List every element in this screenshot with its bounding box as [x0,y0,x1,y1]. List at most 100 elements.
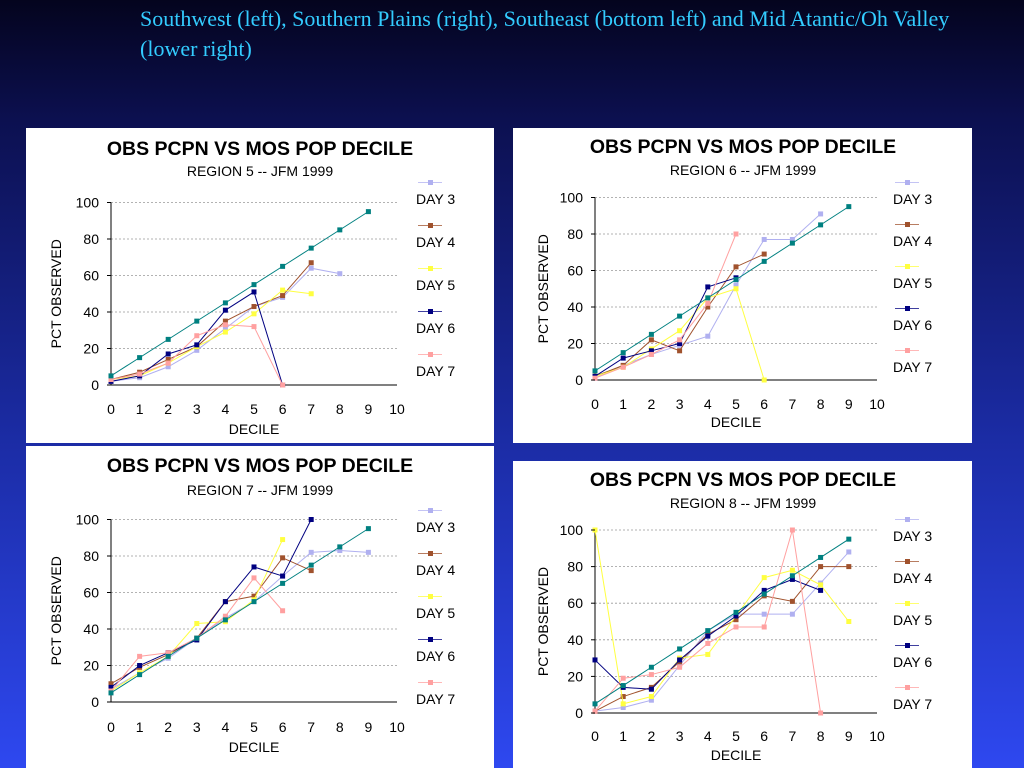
x-tick-label: 3 [193,719,201,735]
y-tick-label: 20 [83,341,99,357]
y-tick-label: 0 [91,377,99,393]
y-axis-label: PCT OBSERVED [48,239,64,348]
x-tick-label: 10 [389,719,405,735]
reference-diagonal-point [108,373,114,379]
x-axis-label: DECILE [229,421,280,437]
series-day3-point [222,325,228,331]
y-tick-label: 100 [560,190,584,206]
reference-diagonal-point [137,355,143,361]
series-day6-point [222,599,228,605]
chart-panel-region-7: OBS PCPN VS MOS POP DECILE REGION 7 -- JF… [26,446,494,768]
series-day5-point [733,286,739,292]
x-tick-label: 0 [107,719,115,735]
x-tick-label: 2 [164,401,172,417]
series-day7-point [251,575,257,581]
series-day3-point [165,364,171,370]
series-day5-point [620,701,626,707]
series-day3-point [194,347,200,353]
chart-title: OBS PCPN VS MOS POP DECILE [107,138,413,160]
series-day6-point [789,576,795,582]
series-day7-point [222,322,228,328]
x-tick-label: 7 [307,401,315,417]
x-tick-label: 5 [732,396,740,412]
series-day5-point [251,311,257,317]
x-tick-label: 1 [619,396,627,412]
legend-label-day4: DAY 4 [416,234,455,250]
reference-diagonal-point [222,300,228,306]
x-tick-label: 6 [760,396,768,412]
x-tick-label: 9 [845,396,853,412]
legend-label-day4: DAY 4 [416,562,455,578]
y-tick-label: 40 [83,621,99,637]
series-day4-point [251,593,257,599]
series-day7-point [705,300,711,306]
y-tick-label: 80 [83,548,99,564]
series-day4-point [818,564,824,570]
series-day7-point [648,351,654,357]
legend-label-day3: DAY 3 [893,191,932,207]
series-day7-point [677,337,683,343]
series-day4-point [846,564,852,570]
reference-diagonal-point [222,617,228,623]
series-day6-point [620,355,626,361]
series-day6-point [194,342,200,348]
legend-label-day5: DAY 5 [416,277,455,293]
series-day4-point [308,260,314,266]
series-day4-point [648,337,654,343]
x-tick-label: 2 [648,728,656,744]
reference-diagonal-line [110,528,369,694]
y-tick-label: 0 [91,694,99,710]
plot-area [592,197,877,383]
series-day7-point [280,382,286,388]
series-day6-line [594,277,737,377]
legend-label-day3: DAY 3 [416,191,455,207]
y-tick-label: 40 [83,304,99,320]
x-tick-label: 8 [817,396,825,412]
y-tick-label: 80 [567,226,583,242]
x-axis-label: DECILE [711,414,762,430]
series-day4-point [222,318,228,324]
reference-diagonal-point [337,544,343,550]
legend-label-day4: DAY 4 [893,570,932,586]
series-day6-point [733,613,739,619]
reference-diagonal-point [789,240,795,246]
series-day6-point [818,587,824,593]
x-axis-label: DECILE [711,747,762,763]
reference-diagonal-point [761,591,767,597]
legend-label-day5: DAY 5 [893,612,932,628]
series-day4-point [733,264,739,270]
y-tick-label: 60 [83,585,99,601]
reference-diagonal-line [594,538,850,705]
series-day7-point [280,608,286,614]
reference-diagonal-point [818,222,824,228]
reference-diagonal-point [165,336,171,342]
x-tick-label: 5 [250,401,258,417]
chart-subtitle: REGION 8 -- JFM 1999 [670,495,816,511]
series-day6-point [108,684,114,690]
reference-diagonal-point [677,313,683,319]
series-day7-point [761,624,767,630]
x-tick-label: 8 [817,728,825,744]
x-tick-label: 6 [279,401,287,417]
series-day5-point [194,621,200,627]
series-day3-point [705,333,711,339]
series-day3-point [733,282,739,288]
reference-diagonal-point [761,258,767,264]
y-tick-label: 100 [76,512,100,528]
chart-panel-region-5: OBS PCPN VS MOS POP DECILE REGION 5 -- JF… [26,128,494,443]
reference-diagonal-point [620,683,626,689]
x-axis-label: DECILE [229,739,280,755]
series-day4-point [620,694,626,700]
series-day4-line [594,566,849,712]
legend: DAY 3 DAY 4 DAY 5 DAY 6 DAY 7 [893,517,932,712]
x-tick-label: 0 [591,728,599,744]
y-tick-label: 20 [567,668,583,684]
plot-area [108,517,397,703]
reference-diagonal-point [308,245,314,251]
series-day4-point [705,304,711,310]
reference-diagonal-line [594,206,850,372]
chart-title: OBS PCPN VS MOS POP DECILE [590,136,896,158]
series-day7-point [592,375,598,381]
slide-caption: Southwest (left), Southern Plains (right… [140,6,950,61]
series-day7-point [705,640,711,646]
